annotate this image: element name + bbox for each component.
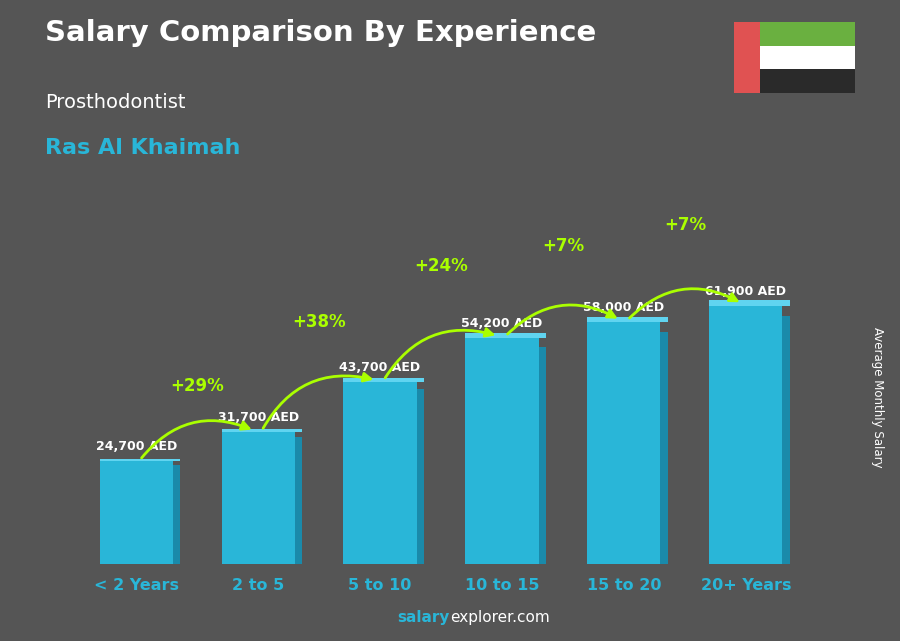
Bar — [661, 332, 668, 564]
Text: salary: salary — [398, 610, 450, 625]
Bar — [221, 429, 302, 432]
Bar — [465, 338, 538, 564]
Bar — [538, 347, 546, 564]
Text: Prosthodontist: Prosthodontist — [45, 93, 185, 112]
Text: 58,000 AED: 58,000 AED — [583, 301, 664, 314]
Bar — [760, 69, 855, 93]
Bar — [760, 46, 855, 69]
Text: 43,700 AED: 43,700 AED — [339, 361, 420, 374]
Bar — [344, 382, 417, 564]
Bar — [588, 317, 668, 322]
Bar — [100, 459, 180, 461]
Text: 54,200 AED: 54,200 AED — [462, 317, 543, 330]
Text: Average Monthly Salary: Average Monthly Salary — [871, 327, 884, 468]
Bar — [294, 437, 302, 564]
Bar — [465, 333, 546, 338]
Bar — [100, 461, 173, 564]
Text: 31,700 AED: 31,700 AED — [218, 411, 299, 424]
Text: 61,900 AED: 61,900 AED — [706, 285, 787, 298]
Text: +7%: +7% — [542, 237, 584, 254]
Text: +7%: +7% — [664, 216, 706, 234]
Text: +38%: +38% — [292, 313, 346, 331]
Text: Ras Al Khaimah: Ras Al Khaimah — [45, 138, 240, 158]
Text: Salary Comparison By Experience: Salary Comparison By Experience — [45, 19, 596, 47]
Bar — [709, 301, 789, 306]
Bar — [760, 22, 855, 46]
Text: +24%: +24% — [414, 257, 468, 275]
Bar — [173, 465, 180, 564]
Bar — [588, 322, 661, 564]
Text: +29%: +29% — [170, 377, 224, 395]
Bar — [782, 317, 789, 564]
Bar — [221, 432, 294, 564]
Bar — [417, 389, 424, 564]
Text: 24,700 AED: 24,700 AED — [95, 440, 176, 453]
Bar — [734, 22, 760, 93]
Text: explorer.com: explorer.com — [450, 610, 550, 625]
Bar — [709, 306, 782, 564]
Bar — [344, 378, 424, 382]
